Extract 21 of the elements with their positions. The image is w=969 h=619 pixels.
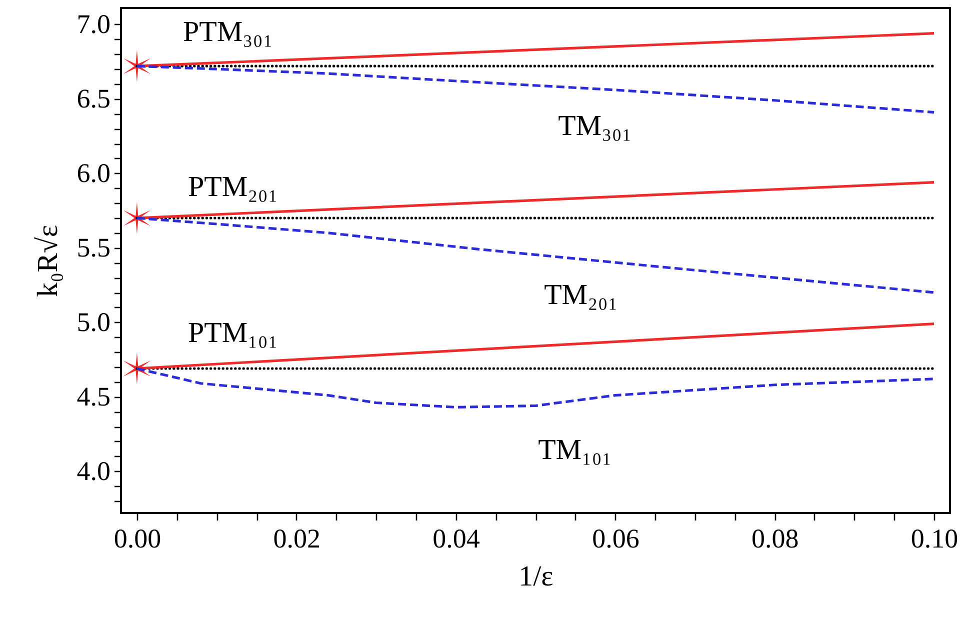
annotation: PTM₁₀₁ (188, 317, 278, 349)
y-tick-label: 4.0 (76, 456, 110, 486)
y-tick-label: 7.0 (76, 8, 110, 39)
annotation: TM₂₀₁ (544, 279, 618, 311)
y-axis-title: k₀R√ε (32, 224, 64, 298)
y-tick-label: 5.5 (76, 232, 110, 262)
y-tick-label: 6.5 (76, 83, 110, 114)
x-axis-title: 1/ε (518, 560, 554, 592)
x-tick-label: 0.04 (432, 524, 480, 554)
x-tick-label: 0.02 (273, 524, 320, 554)
annotation: TM₃₀₁ (558, 110, 632, 142)
annotation: PTM₃₀₁ (183, 16, 273, 48)
y-tick-label: 4.5 (76, 381, 110, 412)
x-tick-label: 0.10 (910, 524, 958, 554)
x-tick-label: 0.08 (752, 524, 799, 554)
x-tick-label: 0.06 (592, 524, 640, 554)
y-tick-label: 6.0 (76, 158, 110, 188)
annotation: PTM₂₀₁ (188, 171, 278, 203)
annotation: TM₁₀₁ (538, 434, 612, 466)
y-tick-label: 5.0 (76, 306, 110, 337)
x-tick-label: 0.00 (114, 524, 162, 554)
